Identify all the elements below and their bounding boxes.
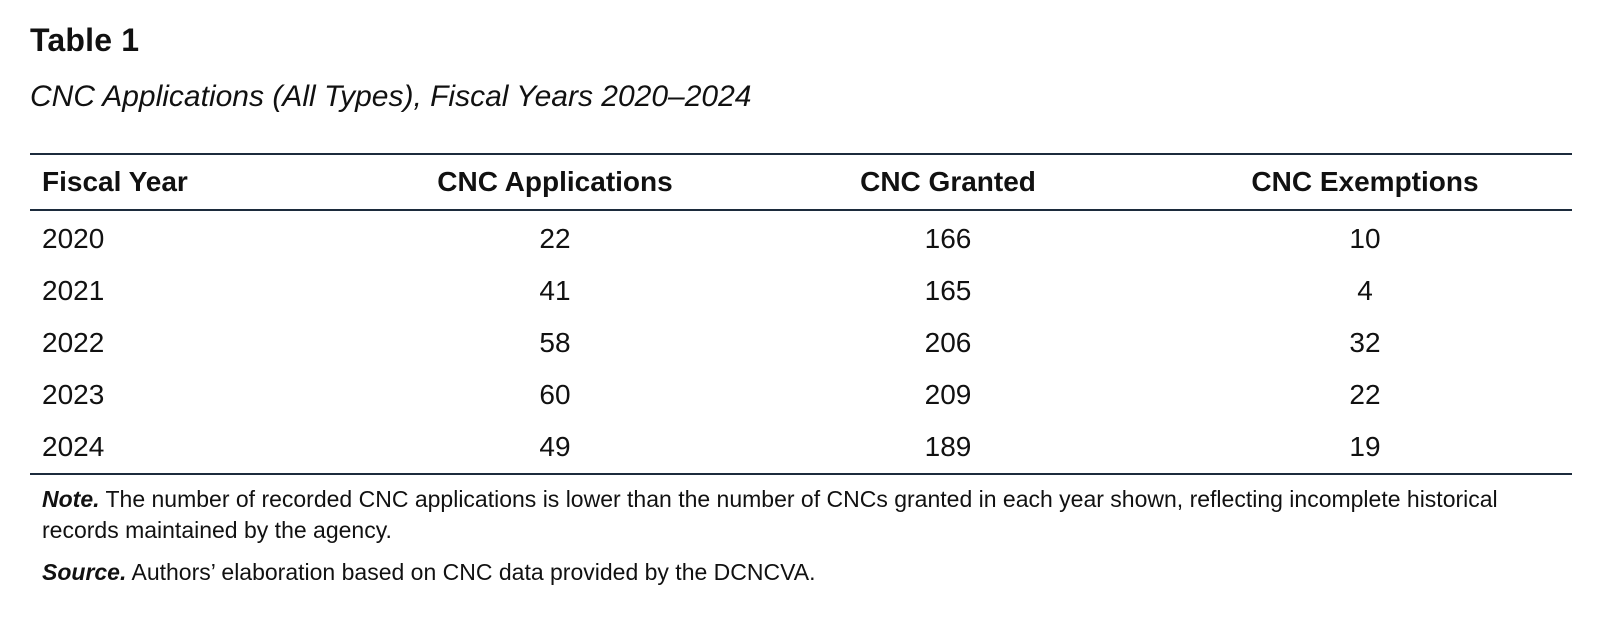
table-label: Table 1 — [30, 22, 140, 58]
cell-cnc-granted: 165 — [924, 275, 972, 306]
cell-fiscal-year: 2022 — [42, 327, 105, 358]
data-table: Fiscal Year CNC Applications CNC Granted… — [30, 153, 1572, 475]
cell-fiscal-year: 2020 — [42, 223, 105, 254]
cell-cnc-exemptions: 22 — [1349, 379, 1381, 410]
source-text: Authors’ elaboration based on CNC data p… — [126, 559, 816, 585]
header-row: Fiscal Year CNC Applications CNC Granted… — [30, 154, 1572, 210]
table-row: 2021 41 165 4 — [30, 265, 1572, 317]
header-cnc-applications: CNC Applications — [437, 166, 673, 197]
table-row: 2023 60 209 22 — [30, 369, 1572, 421]
table-body: 2020 22 166 10 2021 41 165 4 2022 58 206… — [30, 210, 1572, 474]
table-note: Note. The number of recorded CNC applica… — [42, 484, 1542, 546]
cell-cnc-applications: 41 — [539, 275, 571, 306]
cell-cnc-applications: 60 — [539, 379, 571, 410]
table-source: Source. Authors’ elaboration based on CN… — [42, 557, 815, 588]
header-cnc-granted: CNC Granted — [860, 166, 1036, 197]
cell-fiscal-year: 2021 — [42, 275, 105, 306]
cell-cnc-granted: 189 — [924, 431, 972, 462]
table-row: 2022 58 206 32 — [30, 317, 1572, 369]
cell-cnc-exemptions: 19 — [1349, 431, 1381, 462]
cell-cnc-applications: 22 — [539, 223, 571, 254]
cell-cnc-exemptions: 10 — [1349, 223, 1381, 254]
cell-cnc-granted: 209 — [924, 379, 972, 410]
header-cnc-exemptions: CNC Exemptions — [1251, 166, 1479, 197]
table-row: 2024 49 189 19 — [30, 421, 1572, 474]
cell-fiscal-year: 2024 — [42, 431, 105, 462]
table-header: Fiscal Year CNC Applications CNC Granted… — [30, 154, 1572, 210]
header-fiscal-year: Fiscal Year — [42, 166, 188, 197]
cell-cnc-applications: 49 — [539, 431, 571, 462]
cell-cnc-applications: 58 — [539, 327, 571, 358]
table-row: 2020 22 166 10 — [30, 210, 1572, 265]
table-caption: CNC Applications (All Types), Fiscal Yea… — [30, 80, 752, 113]
source-lead: Source. — [42, 559, 127, 585]
cell-cnc-granted: 206 — [924, 327, 972, 358]
note-text: The number of recorded CNC applications … — [42, 486, 1498, 543]
note-lead: Note. — [42, 486, 100, 512]
cell-fiscal-year: 2023 — [42, 379, 105, 410]
cell-cnc-granted: 166 — [924, 223, 972, 254]
cell-cnc-exemptions: 32 — [1349, 327, 1381, 358]
cell-cnc-exemptions: 4 — [1357, 275, 1373, 306]
